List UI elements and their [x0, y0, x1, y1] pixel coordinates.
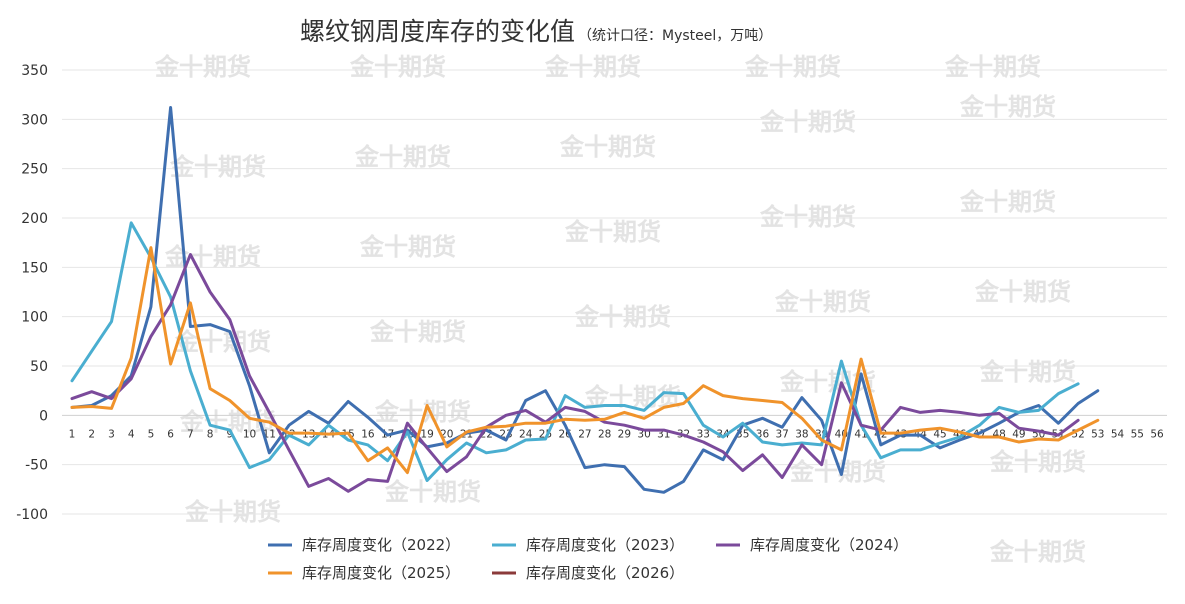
x-tick-label: 29: [618, 428, 631, 440]
watermark-text: 金十期货: [759, 108, 856, 136]
x-tick-label: 49: [1012, 428, 1025, 440]
x-tick-label: 53: [1091, 428, 1104, 440]
x-tick-label: 54: [1111, 428, 1125, 440]
x-tick-label: 19: [420, 428, 433, 440]
y-tick-label: 350: [21, 63, 48, 79]
x-tick-label: 24: [519, 428, 533, 440]
watermark-text: 金十期货: [174, 328, 271, 356]
chart-subtitle: （统计口径：Mysteel，万吨）: [578, 28, 772, 44]
series-line-3: [70, 253, 1080, 493]
x-tick-label: 10: [243, 428, 256, 440]
x-tick-label: 3: [108, 428, 115, 440]
x-tick-label: 28: [598, 428, 611, 440]
x-tick-label: 34: [716, 428, 730, 440]
watermark-text: 金十期货: [989, 538, 1086, 566]
x-tick-label: 5: [148, 428, 155, 440]
legend-label: 库存周度变化（2026）: [526, 564, 684, 582]
x-tick-label: 4: [128, 428, 135, 440]
y-tick-label: -50: [25, 458, 48, 474]
x-tick-label: 8: [207, 428, 214, 440]
watermark-text: 金十期货: [779, 368, 876, 396]
series-line-1: [70, 106, 1100, 494]
watermark-text: 金十期货: [959, 188, 1056, 216]
legend: 库存周度变化（2022） 库存周度变化（2023） 库存周度变化（2024） 库存周度…: [268, 536, 908, 582]
watermark-text: 金十期货: [169, 153, 266, 181]
watermark-text: 金十期货: [559, 133, 656, 161]
x-tick-label: 38: [795, 428, 808, 440]
y-tick-label: 250: [21, 162, 48, 178]
x-tick-label: 16: [361, 428, 375, 440]
x-tick-label: 45: [933, 428, 946, 440]
chart-title: 螺纹钢周度库存的变化值: [300, 17, 575, 46]
y-tick-label: 0: [39, 408, 48, 424]
x-tick-label: 27: [578, 428, 591, 440]
watermark-text: 金十期货: [359, 233, 456, 261]
x-tick-label: 56: [1150, 428, 1164, 440]
watermark-text: 金十期货: [974, 278, 1071, 306]
watermark-text: 金十期货: [354, 143, 451, 171]
watermark-text: 金十期货: [774, 288, 871, 316]
legend-label: 库存周度变化（2023）: [526, 536, 684, 554]
watermark-text: 金十期货: [944, 53, 1041, 81]
legend-label: 库存周度变化（2022）: [302, 536, 460, 554]
x-tick-label: 9: [226, 428, 233, 440]
watermark-text: 金十期货: [989, 448, 1086, 476]
x-tick-label: 1: [69, 428, 76, 440]
watermark-text: 金十期货: [384, 478, 481, 506]
x-tick-label: 33: [697, 428, 710, 440]
watermark-text: 金十期货: [154, 53, 251, 81]
x-tick-label: 7: [187, 428, 194, 440]
y-tick-label: 300: [21, 112, 48, 128]
watermark-text: 金十期货: [369, 318, 466, 346]
watermark-text: 金十期货: [564, 218, 661, 246]
watermark-text: 金十期货: [544, 53, 641, 81]
x-tick-label: 37: [775, 428, 788, 440]
legend-label: 库存周度变化（2024）: [750, 536, 908, 554]
y-tick-label: 150: [21, 260, 48, 276]
watermark-text: 金十期货: [164, 243, 261, 271]
watermark-text: 金十期货: [184, 498, 281, 526]
series-line-4: [70, 246, 1100, 475]
y-tick-label: 50: [30, 359, 48, 375]
y-tick-label: 200: [21, 211, 48, 227]
watermark-text: 金十期货: [349, 53, 446, 81]
watermark-text: 金十期货: [759, 203, 856, 231]
x-tick-label: 55: [1131, 428, 1144, 440]
legend-label: 库存周度变化（2025）: [302, 564, 460, 582]
x-tick-label: 6: [167, 428, 174, 440]
y-tick-label: 100: [21, 310, 48, 326]
series-lines: [70, 106, 1100, 494]
watermark-text: 金十期货: [979, 358, 1076, 386]
watermark-text: 金十期货: [959, 93, 1056, 121]
y-axis: -100 -50 0 50 100 150 200 250 300 350: [16, 63, 48, 523]
series-line-2: [70, 221, 1080, 482]
watermark-text: 金十期货: [744, 53, 841, 81]
x-tick-label: 2: [88, 428, 95, 440]
y-tick-label: -100: [16, 507, 48, 523]
